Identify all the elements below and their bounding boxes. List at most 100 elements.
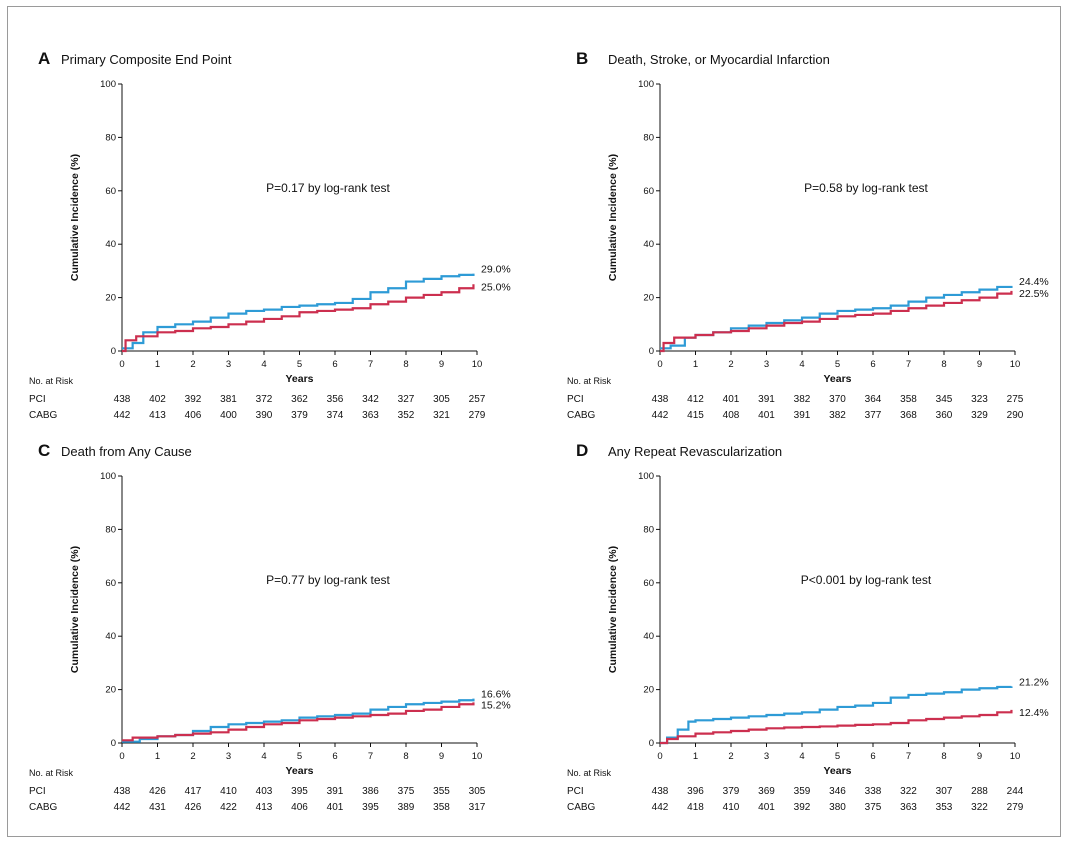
series-line-pci (660, 285, 1013, 350)
risk-value: 368 (900, 410, 917, 421)
y-tick-label: 20 (643, 685, 654, 696)
panel-d: D Any Repeat Revascularization02040608010… (567, 441, 1049, 813)
risk-value: 438 (114, 786, 131, 797)
risk-value: 346 (829, 786, 846, 797)
end-label-cabg: 15.2% (481, 699, 511, 711)
y-axis-label: Cumulative Incidence (%) (69, 154, 81, 281)
risk-value: 401 (758, 410, 775, 421)
risk-value: 438 (652, 786, 669, 797)
risk-value: 413 (149, 410, 166, 421)
x-tick-label: 9 (439, 751, 444, 762)
risk-value: 356 (327, 394, 344, 405)
risk-value: 426 (149, 786, 166, 797)
risk-value: 391 (327, 786, 344, 797)
risk-value: 390 (256, 410, 273, 421)
risk-value: 442 (652, 410, 669, 421)
risk-value: 358 (433, 802, 450, 813)
risk-value: 381 (220, 394, 237, 405)
end-label-cabg: 12.4% (1019, 707, 1049, 719)
y-tick-label: 0 (111, 346, 116, 357)
risk-value: 329 (971, 410, 988, 421)
y-tick-label: 40 (643, 631, 654, 642)
series-line-pci (122, 273, 475, 350)
risk-value: 323 (971, 394, 988, 405)
pvalue-annotation: P<0.001 by log-rank test (801, 573, 932, 587)
y-tick-label: 20 (105, 685, 116, 696)
risk-row-label: CABG (29, 802, 58, 813)
risk-value: 288 (971, 786, 988, 797)
risk-value: 418 (687, 802, 704, 813)
y-tick-label: 40 (105, 631, 116, 642)
risk-value: 400 (220, 410, 237, 421)
risk-row-label: PCI (567, 394, 584, 405)
risk-value: 395 (291, 786, 308, 797)
y-tick-label: 20 (643, 293, 654, 304)
series-line-cabg (122, 702, 475, 742)
x-tick-label: 10 (472, 751, 483, 762)
risk-row-label: CABG (567, 802, 596, 813)
x-tick-label: 8 (403, 751, 408, 762)
risk-value: 401 (723, 394, 740, 405)
risk-value: 307 (936, 786, 953, 797)
risk-value: 379 (291, 410, 308, 421)
risk-value: 338 (865, 786, 882, 797)
risk-header: No. at Risk (29, 768, 74, 778)
panel-title: Primary Composite End Point (61, 52, 232, 67)
x-tick-label: 2 (190, 751, 195, 762)
x-tick-label: 7 (368, 359, 373, 370)
x-axis-label: Years (285, 373, 313, 385)
panel-a: A Primary Composite End Point020406080100… (29, 49, 511, 421)
risk-value: 360 (936, 410, 953, 421)
x-tick-label: 4 (799, 359, 804, 370)
risk-value: 395 (362, 802, 379, 813)
risk-value: 442 (114, 802, 131, 813)
series-line-pci (660, 685, 1013, 745)
risk-value: 374 (327, 410, 344, 421)
risk-value: 410 (723, 802, 740, 813)
risk-value: 408 (723, 410, 740, 421)
risk-value: 279 (469, 410, 486, 421)
y-tick-label: 80 (105, 524, 116, 535)
x-tick-label: 0 (119, 359, 124, 370)
x-tick-label: 8 (941, 359, 946, 370)
risk-value: 342 (362, 394, 379, 405)
panel-title: Death, Stroke, or Myocardial Infarction (608, 52, 830, 67)
risk-value: 362 (291, 394, 308, 405)
risk-value: 369 (758, 786, 775, 797)
y-tick-label: 80 (643, 132, 654, 143)
risk-value: 327 (398, 394, 415, 405)
pvalue-annotation: P=0.58 by log-rank test (804, 181, 928, 195)
y-tick-label: 80 (643, 524, 654, 535)
risk-value: 410 (220, 786, 237, 797)
x-tick-label: 6 (870, 359, 875, 370)
risk-value: 363 (900, 802, 917, 813)
risk-value: 359 (794, 786, 811, 797)
end-label-cabg: 22.5% (1019, 288, 1049, 300)
risk-value: 355 (433, 786, 450, 797)
risk-value: 406 (291, 802, 308, 813)
risk-value: 438 (652, 394, 669, 405)
x-tick-label: 6 (870, 751, 875, 762)
y-axis-label: Cumulative Incidence (%) (69, 546, 81, 673)
panel-letter: D (576, 441, 588, 460)
series-line-cabg (122, 284, 475, 353)
risk-value: 279 (1007, 802, 1024, 813)
risk-value: 380 (829, 802, 846, 813)
x-tick-label: 4 (799, 751, 804, 762)
x-axis-label: Years (823, 765, 851, 777)
end-label-pci: 16.6% (481, 689, 511, 701)
x-tick-label: 3 (764, 359, 769, 370)
x-tick-label: 5 (297, 751, 302, 762)
x-tick-label: 10 (1010, 751, 1021, 762)
panel-letter: A (38, 49, 50, 68)
pvalue-annotation: P=0.77 by log-rank test (266, 573, 390, 587)
x-tick-label: 5 (835, 359, 840, 370)
risk-value: 290 (1007, 410, 1024, 421)
pvalue-annotation: P=0.17 by log-rank test (266, 181, 390, 195)
x-tick-label: 3 (764, 751, 769, 762)
risk-value: 403 (256, 786, 273, 797)
y-axis-label: Cumulative Incidence (%) (607, 546, 619, 673)
risk-value: 422 (220, 802, 237, 813)
x-tick-label: 8 (403, 359, 408, 370)
risk-value: 431 (149, 802, 166, 813)
